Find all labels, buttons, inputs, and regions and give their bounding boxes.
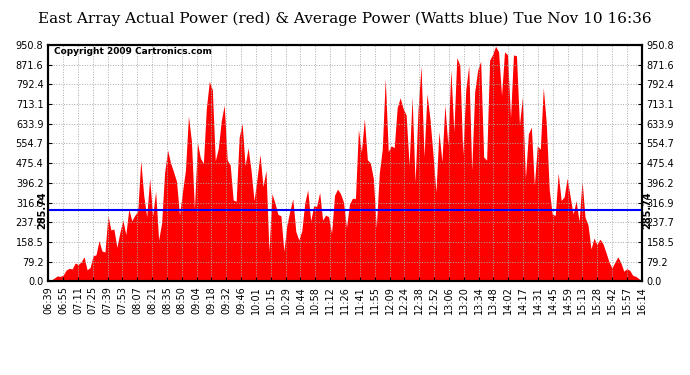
Text: 285.74: 285.74 xyxy=(38,192,48,229)
Text: 285.74: 285.74 xyxy=(642,192,652,229)
Text: East Array Actual Power (red) & Average Power (Watts blue) Tue Nov 10 16:36: East Array Actual Power (red) & Average … xyxy=(38,11,652,26)
Text: Copyright 2009 Cartronics.com: Copyright 2009 Cartronics.com xyxy=(55,47,212,56)
